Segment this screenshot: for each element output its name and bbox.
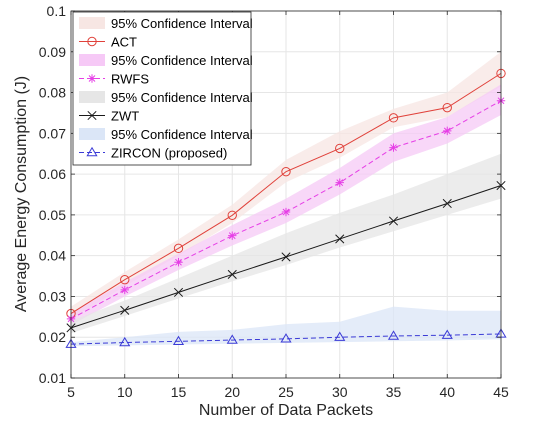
data-point-2-3: [227, 269, 237, 279]
data-point-0-3: [227, 210, 237, 220]
legend-label-0: ACT: [111, 35, 137, 50]
y-tick-label: 0.01: [39, 370, 66, 386]
y-tick-label: 0.06: [39, 166, 66, 182]
data-point-0-7: [442, 102, 452, 113]
legend-label-ci-1: 95% Confidence Interval: [111, 53, 253, 68]
data-point-1-4: [281, 207, 291, 217]
data-point-2-2: [173, 287, 184, 297]
data-point-3-4: [280, 333, 292, 343]
legend: 95% Confidence Interval ACT 95% Confidence…: [72, 11, 253, 166]
legend-marker-3: [86, 146, 98, 157]
ci-band-2: [71, 153, 501, 334]
y-tick-label: 0.1: [47, 3, 67, 19]
x-tick-label: 20: [224, 384, 240, 400]
data-point-2-7: [442, 198, 452, 209]
x-tick-label: 40: [439, 384, 455, 400]
legend-marker-1: [87, 74, 97, 83]
y-tick-label: 0.05: [39, 207, 66, 223]
y-tick-label: 0.03: [39, 288, 66, 304]
data-point-0-1: [120, 275, 130, 285]
y-tick-label: 0.07: [39, 125, 66, 141]
data-point-3-3: [226, 334, 238, 344]
data-point-3-5: [334, 331, 346, 341]
data-point-3-6: [387, 330, 400, 340]
series-markers: [65, 68, 507, 348]
legend-marker-0: [87, 36, 97, 47]
data-point-0-5: [335, 143, 345, 154]
x-axis-label: Number of Data Packets: [199, 402, 373, 419]
x-tick-label: 35: [386, 384, 402, 400]
legend-label-ci-0: 95% Confidence Interval: [111, 16, 253, 31]
data-point-2-1: [120, 305, 130, 315]
data-point-1-3: [228, 231, 237, 240]
legend-swatch-ci-2: [79, 91, 105, 103]
data-point-2-6: [388, 216, 399, 226]
y-axis-label: Average Energy Consumption (J): [13, 76, 30, 312]
x-tick-label: 45: [493, 384, 509, 400]
x-tick-label: 5: [67, 384, 75, 400]
legend-box: [72, 11, 252, 166]
data-point-1-5: [335, 178, 344, 187]
legend-label-1: RWFS: [111, 72, 149, 87]
legend-marker-2: [87, 110, 97, 121]
legend-label-ci-3: 95% Confidence Interval: [111, 127, 253, 142]
legend-swatch-ci-3: [79, 128, 105, 140]
data-point-3-7: [441, 329, 453, 339]
x-tick-label: 10: [117, 384, 133, 400]
legend-swatch-ci-1: [79, 54, 105, 66]
data-point-3-1: [119, 336, 131, 347]
series-line-0: [70, 72, 502, 314]
data-point-1-6: [389, 143, 398, 152]
legend-swatch-ci-0: [79, 17, 105, 29]
axis-ticks: 5 10 15 20 25 30 35 40 45 0.01 0.02 0.03 0.04 0.05 0.0…: [39, 3, 509, 400]
x-tick-label: 25: [278, 384, 294, 400]
y-tick-label: 0.09: [39, 44, 66, 60]
data-point-1-7: [443, 126, 452, 136]
data-point-0-2: [173, 243, 184, 254]
data-point-1-1: [120, 285, 129, 295]
legend-label-3: ZIRCON (proposed): [111, 146, 227, 161]
data-point-0-4: [281, 166, 291, 177]
legend-label-ci-2: 95% Confidence Interval: [111, 90, 253, 105]
legend-label-2: ZWT: [111, 109, 139, 124]
data-point-2-4: [281, 252, 291, 262]
data-point-2-5: [335, 234, 345, 244]
x-tick-label: 15: [171, 384, 187, 400]
data-point-0-6: [388, 113, 399, 123]
y-tick-label: 0.04: [39, 248, 66, 264]
data-point-1-2: [174, 257, 183, 267]
x-tick-label: 30: [332, 384, 348, 400]
data-point-3-2: [172, 335, 185, 345]
y-tick-label: 0.08: [39, 85, 66, 101]
y-tick-label: 0.02: [39, 329, 66, 345]
